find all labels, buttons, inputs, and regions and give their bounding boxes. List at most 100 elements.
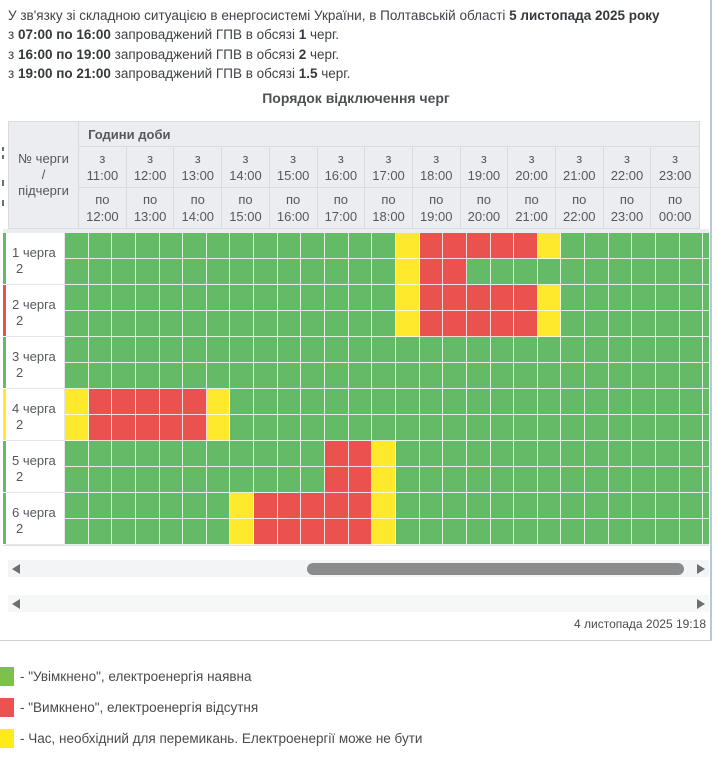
scrollbar-thumb[interactable]: [307, 562, 684, 575]
legend-swatch-red: [0, 698, 14, 717]
queue-label: 5 черга 2: [6, 441, 65, 493]
grid-cell: [537, 493, 562, 519]
legend-item-on: - "Увімкнено", електроенергія наявна: [0, 667, 700, 686]
grid-cell: [419, 441, 444, 467]
grid-cell: [585, 259, 609, 285]
grid-cell: [230, 467, 255, 493]
header-cell-to: по 23:00: [604, 187, 652, 228]
grid-cell: [466, 337, 491, 363]
grid-cell: [585, 311, 609, 337]
grid-cell: [88, 467, 113, 493]
grid-cell: [537, 389, 562, 415]
grid-cell: [443, 493, 467, 519]
hour-word: з: [528, 150, 535, 166]
header-cell-from: з 21:00: [556, 147, 604, 187]
grid-cell: [277, 389, 302, 415]
grid-cell: [372, 389, 396, 415]
header-cell-from: з 12:00: [127, 147, 175, 187]
hour-word: по: [476, 191, 492, 207]
grid-cell: [656, 259, 680, 285]
hour-time: 11:00: [86, 167, 119, 183]
grid-cell: [703, 389, 709, 415]
hour-time: 23:00: [658, 167, 692, 183]
grid-cell: [277, 519, 302, 545]
hour-word: по: [142, 191, 158, 207]
grid-cell: [608, 467, 633, 493]
intro-line-gpv-2: з 16:00 по 19:00 запроваджений ГПВ в обс…: [8, 45, 704, 64]
queue-label-line2: 2: [16, 469, 24, 484]
grid-cell: [443, 519, 467, 545]
grid-cell: [466, 441, 491, 467]
grid-cell: [490, 389, 515, 415]
hour-time: 22:00: [610, 167, 644, 183]
legend-swatch-yellow: [0, 729, 14, 748]
queue-sub-row-2: [65, 311, 709, 337]
grid-cell: [183, 493, 207, 519]
grid-cell: [325, 441, 349, 467]
hour-word: по: [286, 191, 301, 207]
intro-line-gpv-1: з 07:00 по 16:00 запроваджений ГПВ в обс…: [8, 25, 704, 44]
grid-cell: [490, 337, 515, 363]
header-cell-to: по 13:00: [127, 187, 175, 228]
scrollbar-right-arrow-icon[interactable]: [697, 598, 705, 609]
grid-cell: [230, 519, 255, 545]
intro-line-text: У зв'язку зі складною ситуацією в енерго…: [8, 8, 510, 23]
grid-cell: [325, 493, 349, 519]
grid-cell: [325, 311, 349, 337]
header-cell-from: з 16:00: [318, 147, 366, 187]
grid-cell: [277, 363, 302, 389]
grid-cell: [537, 259, 562, 285]
scrollbar-right-arrow-icon[interactable]: [697, 563, 705, 574]
grid-cell: [112, 337, 136, 363]
horizontal-scrollbar-2[interactable]: [8, 595, 709, 612]
hour-word: з: [672, 150, 679, 166]
grid-cell: [348, 519, 373, 545]
grid-cell: [277, 467, 302, 493]
clipped-cell-sliver: [3, 337, 6, 388]
grid-cell: [514, 285, 538, 311]
header-cell-to: по 15:00: [222, 187, 270, 228]
gpv-pre: з: [8, 46, 18, 62]
scrollbar-left-arrow-icon[interactable]: [12, 598, 20, 609]
grid-cell: [325, 467, 349, 493]
queue-row: 4 черга 2: [3, 389, 709, 441]
grid-cell: [65, 363, 89, 389]
grid-cell: [254, 389, 278, 415]
queue-label-line1: 3 черга: [12, 349, 56, 364]
grid-cell: [277, 441, 302, 467]
hour-time: 14:00: [181, 208, 215, 224]
legend-item-switching: - Час, необхідний для перемикань. Електр…: [0, 729, 700, 748]
grid-cell: [183, 363, 207, 389]
intro-date-bold: 5 листопада 2025 року: [509, 8, 660, 23]
grid-cell: [679, 311, 704, 337]
scrollbar-left-arrow-icon[interactable]: [12, 563, 20, 574]
hour-word: по: [190, 191, 205, 207]
gpv-mid: запроваджений ГПВ в обсязі: [110, 27, 299, 43]
hours-from-row: з 11:00 з 12:00 з 13:00 з 14:00 з 15:00 з 16:00 з 17:…: [79, 147, 699, 188]
queue-label: 6 черга 2: [6, 493, 65, 545]
grid-cell: [325, 519, 349, 545]
gpv-post: черг.: [306, 27, 340, 43]
grid-cell: [112, 389, 136, 415]
grid-cell: [65, 415, 89, 441]
grid-cell: [183, 337, 207, 363]
grid-cell: [277, 259, 302, 285]
queue-label-line2: 2: [16, 313, 24, 328]
hours-header-block: Години доби з 11:00 з 12:00 з 13:00 з 14:00 з 15:…: [79, 122, 699, 228]
grid-cell: [230, 441, 255, 467]
grid-cell: [372, 337, 396, 363]
grid-cell: [608, 337, 633, 363]
horizontal-scrollbar-1[interactable]: [8, 560, 709, 577]
hour-time: 13:00: [133, 208, 167, 224]
gpv-qty: 1.5: [298, 65, 318, 81]
hour-time: 19:00: [419, 208, 453, 224]
vertical-scrollbar[interactable]: [710, 0, 712, 641]
grid-cell: [372, 363, 396, 389]
grid-cell: [585, 233, 609, 259]
header-cell-from: з 15:00: [270, 147, 318, 187]
grid-cell: [348, 441, 373, 467]
hour-word: з: [147, 150, 154, 166]
grid-cell: [325, 259, 349, 285]
grid-cell: [183, 389, 207, 415]
hour-time: 15:00: [229, 208, 262, 224]
